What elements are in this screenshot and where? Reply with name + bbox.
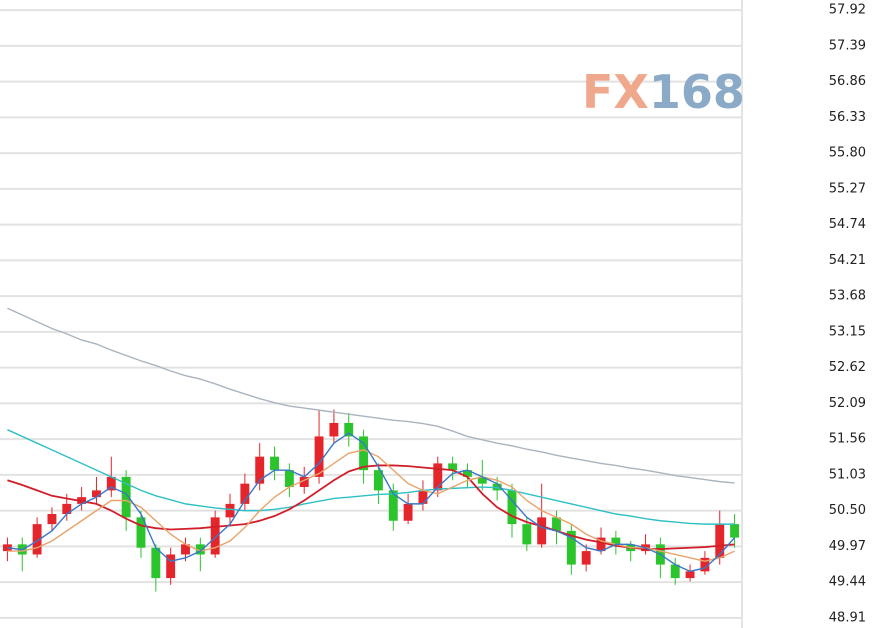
candle-body xyxy=(344,422,354,437)
candle-body xyxy=(463,470,472,477)
ma-line xyxy=(7,429,735,525)
candle-body xyxy=(448,463,458,471)
y-tick-label: 49.44 xyxy=(829,575,866,590)
candle-body xyxy=(477,476,487,484)
candle-body xyxy=(418,490,428,504)
candle-body xyxy=(106,476,116,491)
candle-body xyxy=(581,551,591,565)
candle-body xyxy=(195,544,205,555)
candle-body xyxy=(181,544,190,555)
candle-body xyxy=(670,564,680,579)
candle-body xyxy=(284,470,294,488)
y-tick-label: 56.33 xyxy=(829,110,866,125)
candle-body xyxy=(552,517,561,531)
candle-body xyxy=(314,436,324,477)
y-tick-label: 53.68 xyxy=(829,289,866,304)
candle-body xyxy=(403,503,413,521)
ma-line xyxy=(7,307,735,484)
y-tick-label: 55.80 xyxy=(829,146,866,161)
candle-body xyxy=(62,503,72,515)
y-tick-label: 49.97 xyxy=(829,539,866,554)
candle-body xyxy=(537,517,547,545)
candle-body xyxy=(255,456,265,484)
candle-body xyxy=(121,476,131,518)
candle-body xyxy=(730,524,740,538)
candle-body xyxy=(151,547,161,579)
candle-body xyxy=(329,422,339,437)
y-tick-label: 52.09 xyxy=(829,396,866,411)
ma-line xyxy=(7,432,736,573)
y-tick-label: 57.39 xyxy=(829,38,866,53)
y-tick-label: 52.62 xyxy=(829,360,866,375)
candle-body xyxy=(566,530,576,565)
ma-line xyxy=(7,464,735,550)
candle-body xyxy=(388,490,398,521)
candle-body xyxy=(715,524,725,558)
candle-body xyxy=(2,544,12,552)
candle-body xyxy=(522,524,532,545)
watermark-part: FX xyxy=(582,65,649,119)
candle-body xyxy=(270,456,279,471)
candle-body xyxy=(359,436,369,471)
y-tick-label: 57.92 xyxy=(829,3,866,18)
candle-body xyxy=(240,483,250,504)
y-tick-label: 51.03 xyxy=(829,467,866,482)
candle-body xyxy=(225,503,235,518)
candle-body xyxy=(92,490,101,498)
watermark-part: 168 xyxy=(649,65,745,119)
y-tick-label: 50.50 xyxy=(829,503,866,518)
candle-body xyxy=(596,537,606,552)
candle-body xyxy=(507,490,517,525)
candle-body xyxy=(433,463,443,491)
candle-body xyxy=(299,476,309,488)
y-tick-label: 54.21 xyxy=(829,253,866,268)
y-tick-label: 48.91 xyxy=(829,610,866,625)
candle-body xyxy=(210,517,220,555)
candle-body xyxy=(136,517,146,548)
candle-body xyxy=(700,557,710,572)
y-tick-label: 53.15 xyxy=(829,324,866,339)
candle-body xyxy=(32,524,42,555)
candle-body xyxy=(373,470,383,491)
candle-body xyxy=(685,571,695,579)
candle-body xyxy=(166,554,176,579)
y-tick-label: 56.86 xyxy=(829,74,866,89)
candle-body xyxy=(47,514,57,525)
y-tick-label: 55.27 xyxy=(829,181,866,196)
watermark: FX168 xyxy=(582,65,745,119)
ma-line xyxy=(7,449,735,562)
y-tick-label: 54.74 xyxy=(829,217,866,232)
y-tick-label: 51.56 xyxy=(829,432,866,447)
candle-body xyxy=(611,537,621,545)
